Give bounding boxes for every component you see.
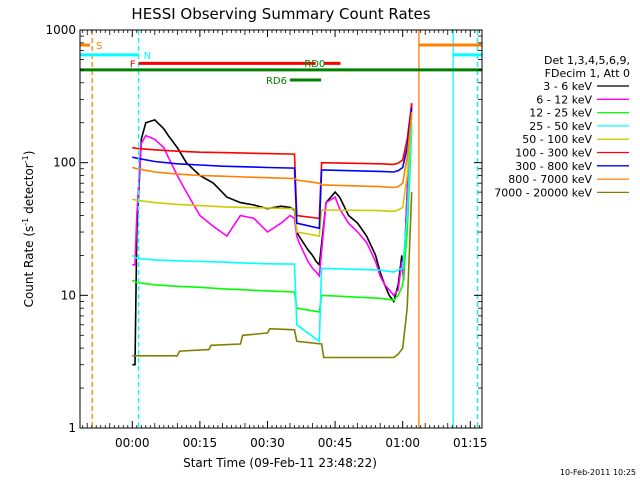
y-label-part-3: ) [22, 151, 36, 156]
y-tick-label: 1 [68, 421, 76, 435]
interval-label-s: S [96, 41, 102, 52]
interval-label-rd6: RD6 [266, 76, 287, 87]
y-label-exponent-1: -1 [21, 218, 30, 226]
plot-frame [79, 29, 483, 429]
interval-label-n: N [144, 51, 151, 62]
x-tick-label: 00:30 [250, 436, 285, 450]
series-line-300-800-kev [132, 107, 413, 230]
interval-label-f: F [130, 59, 136, 70]
legend-label-100-300-kev: 100 - 300 keV [515, 147, 592, 160]
x-axis: 00:00 00:15 00:30 00:45 01:00 01:15 [82, 30, 488, 450]
series-line-800-7000-kev [132, 112, 413, 189]
legend-label-12-25-kev: 12 - 25 keV [529, 107, 592, 120]
y-tick-label: 100 [53, 156, 76, 170]
x-tick-label: 01:15 [453, 436, 488, 450]
legend: Det 1,3,4,5,6,9, FDecim 1, Att 0 3 - 6 k… [494, 54, 630, 199]
legend-label-6-12-kev: 6 - 12 keV [536, 93, 592, 106]
legend-header-line-1: Det 1,3,4,5,6,9, [544, 54, 630, 67]
x-tick-label: 00:45 [318, 436, 353, 450]
x-tick-label: 00:00 [115, 436, 150, 450]
legend-header-line-2: FDecim 1, Att 0 [545, 67, 630, 80]
series-line-6-12-kev [132, 103, 413, 297]
y-tick-label: 10 [61, 288, 76, 302]
plot-area [131, 103, 413, 366]
legend-label-25-50-kev: 25 - 50 keV [529, 120, 592, 133]
series-line-3-6-kev [132, 103, 413, 366]
legend-label-800-7000-kev: 800 - 7000 keV [508, 173, 592, 186]
legend-label-300-800-kev: 300 - 800 keV [515, 160, 592, 173]
y-axis-label: Count Rate (s-1 detector-1) [21, 151, 36, 308]
chart-title: HESSI Observing Summary Count Rates [131, 5, 430, 23]
series-line-7000-20000-kev [132, 192, 413, 359]
y-label-part-1: Count Rate (s [22, 226, 36, 308]
x-axis-label: Start Time (09-Feb-11 23:48:22) [183, 456, 377, 470]
series-line-50-100-kev [132, 114, 413, 237]
legend-label-50-100-kev: 50 - 100 keV [522, 133, 592, 146]
series-line-25-50-kev [131, 122, 413, 343]
y-axis: 1 10 100 1000 [45, 23, 482, 435]
interval-label-rd0: RD0 [304, 59, 325, 70]
legend-label-7000-20000-kev: 7000 - 20000 keV [494, 186, 592, 199]
y-tick-label: 1000 [45, 23, 76, 37]
footer-date: 10-Feb-2011 10:25 [560, 468, 636, 477]
annotation-layer: S NF RD0 RD6 [80, 30, 482, 428]
x-tick-label: 00:15 [183, 436, 218, 450]
y-label-exponent-2: -1 [21, 155, 30, 163]
series-line-12-25-kev [131, 128, 413, 313]
legend-label-3-6-kev: 3 - 6 keV [543, 80, 592, 93]
y-label-part-2: detector [22, 163, 36, 218]
x-tick-label: 01:00 [385, 436, 420, 450]
series-line-100-300-kev [132, 103, 413, 220]
